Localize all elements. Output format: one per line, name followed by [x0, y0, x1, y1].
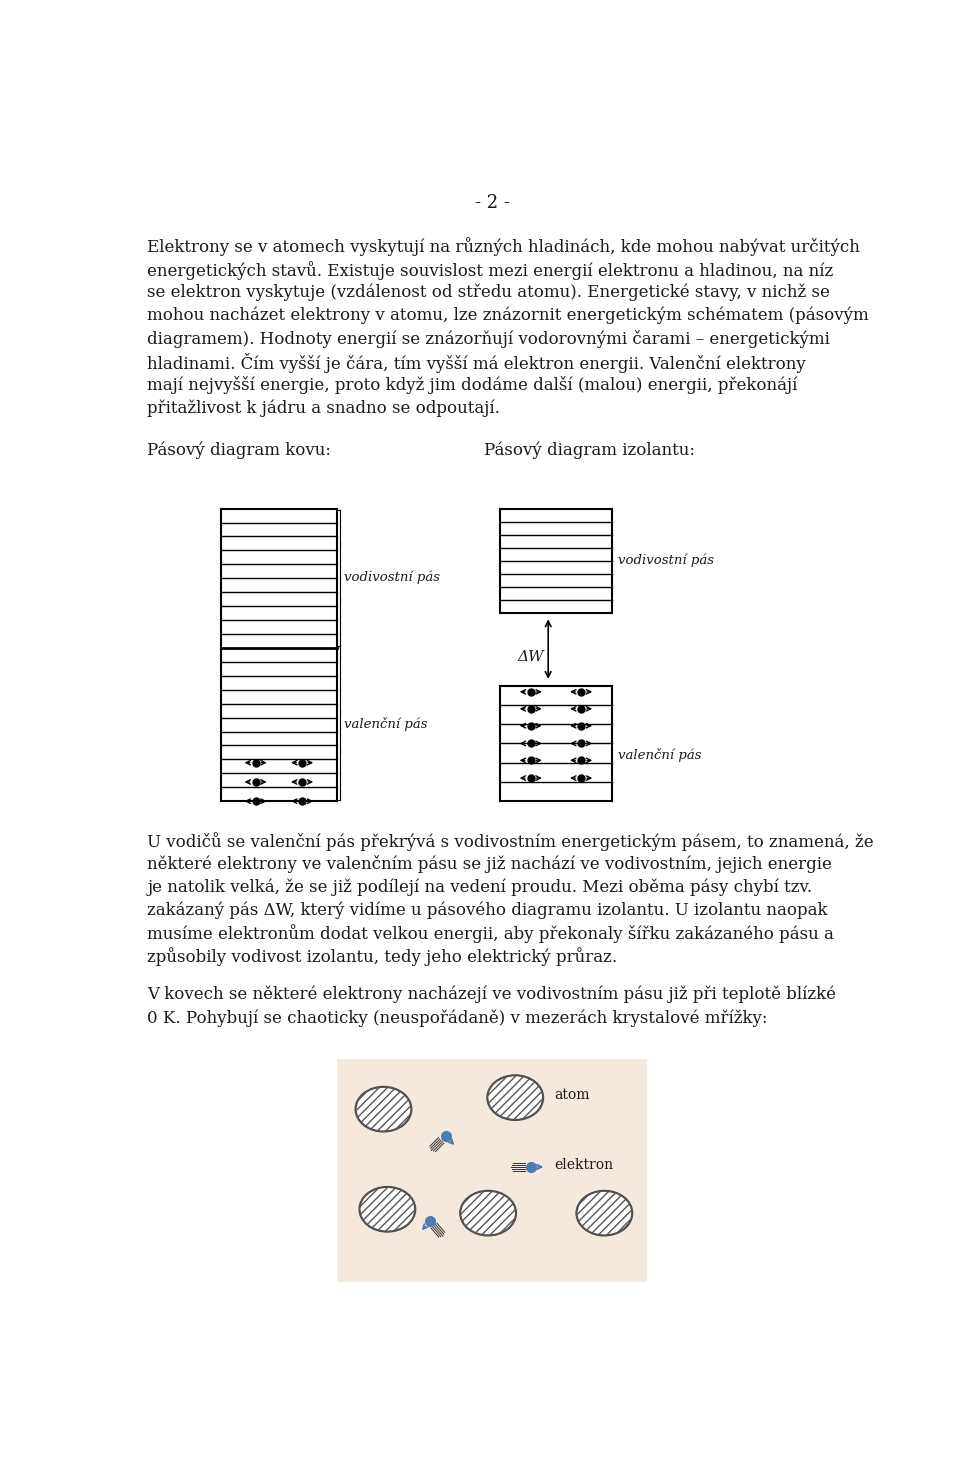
- Text: valenční pás: valenční pás: [344, 717, 427, 731]
- Text: 0 K. Pohybují se chaoticky (neuspořádaně) v mezerách krystalové mřížky:: 0 K. Pohybují se chaoticky (neuspořádaně…: [147, 1009, 768, 1026]
- Text: elektron: elektron: [554, 1158, 613, 1171]
- Ellipse shape: [460, 1191, 516, 1235]
- Text: ΔW: ΔW: [517, 649, 544, 664]
- Text: hladinami. Čím vyšší je čára, tím vyšší má elektron energii. Valenční elektrony: hladinami. Čím vyšší je čára, tím vyšší …: [147, 353, 805, 373]
- Text: Pásový diagram kovu:: Pásový diagram kovu:: [147, 442, 331, 458]
- Text: přitažlivost k jádru a snadno se odpoutají.: přitažlivost k jádru a snadno se odpouta…: [147, 399, 500, 417]
- Text: některé elektrony ve valenčním pásu se již nachází ve vodivostním, jejich energi: některé elektrony ve valenčním pásu se j…: [147, 855, 832, 873]
- Ellipse shape: [355, 1087, 412, 1131]
- Text: U vodičů se valenční pás překrývá s vodivostním energetickým pásem, to znamená, : U vodičů se valenční pás překrývá s vodi…: [147, 833, 874, 850]
- Text: atom: atom: [554, 1089, 589, 1102]
- Text: je natolik velká, že se již podílejí na vedení proudu. Mezi oběma pásy chybí tzv: je natolik velká, že se již podílejí na …: [147, 879, 812, 896]
- Text: mají nejvyšší energie, proto když jim dodáme další (malou) energii, překonájí: mají nejvyšší energie, proto když jim do…: [147, 376, 798, 393]
- Text: V kovech se některé elektrony nacházejí ve vodivostním pásu již při teplotě blíz: V kovech se některé elektrony nacházejí …: [147, 986, 836, 1003]
- Text: zakázaný pás ΔW, který vidíme u pásového diagramu izolantu. U izolantu naopak: zakázaný pás ΔW, který vidíme u pásového…: [147, 901, 828, 918]
- Text: Elektrony se v atomech vyskytují na různých hladinách, kde mohou nabývat určitýc: Elektrony se v atomech vyskytují na různ…: [147, 238, 860, 256]
- Text: vodivostní pás: vodivostní pás: [344, 571, 440, 584]
- Ellipse shape: [488, 1075, 543, 1120]
- Text: se elektron vyskytuje (vzdálenost od středu atomu). Energetické stavy, v nichž s: se elektron vyskytuje (vzdálenost od stř…: [147, 284, 830, 302]
- Text: způsobily vodivost izolantu, tedy jeho elektrický průraz.: způsobily vodivost izolantu, tedy jeho e…: [147, 948, 617, 966]
- Text: energetických stavů. Existuje souvislost mezi energií elektronu a hladinou, na n: energetických stavů. Existuje souvislost…: [147, 260, 833, 280]
- Text: valenční pás: valenční pás: [618, 748, 702, 762]
- Ellipse shape: [576, 1191, 633, 1235]
- Ellipse shape: [359, 1188, 416, 1232]
- Text: mohou nacházet elektrony v atomu, lze znázornit energetickým schématem (pásovým: mohou nacházet elektrony v atomu, lze zn…: [147, 306, 869, 324]
- Text: - 2 -: - 2 -: [474, 194, 510, 213]
- Text: musíme elektronům dodat velkou energii, aby překonaly šířku zakázaného pásu a: musíme elektronům dodat velkou energii, …: [147, 924, 834, 944]
- Text: diagramem). Hodnoty energií se znázorňují vodorovnými čarami – energetickými: diagramem). Hodnoty energií se znázorňuj…: [147, 330, 830, 348]
- Text: Pásový diagram izolantu:: Pásový diagram izolantu:: [484, 442, 695, 458]
- Text: vodivostní pás: vodivostní pás: [618, 553, 714, 568]
- Bar: [337, 1059, 647, 1282]
